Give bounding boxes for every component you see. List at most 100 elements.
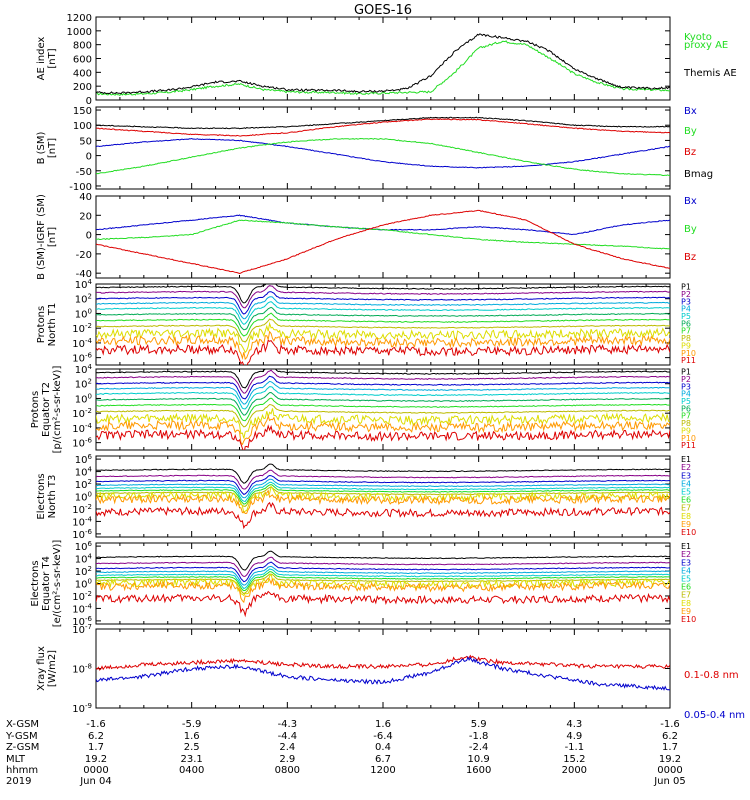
xaxis-value: 1.6 xyxy=(184,731,200,742)
panel-frame xyxy=(95,628,671,709)
channel-line-p5 xyxy=(96,386,670,410)
y-axis-label: ElectronsEquator T4[e/(cm²-s-sr-keV)] xyxy=(30,540,63,628)
channel-line-p7 xyxy=(96,312,670,337)
xaxis-value: 1600 xyxy=(466,765,491,776)
channel-line-p2 xyxy=(96,285,670,309)
xaxis-row-label: MLT xyxy=(6,754,26,765)
xaxis-value: 19.2 xyxy=(659,754,681,765)
plot-area xyxy=(96,550,670,618)
legend-0-05-0-4-nm: 0.05-0.4 nm xyxy=(684,710,745,721)
channel-line-e4 xyxy=(96,565,670,586)
y-tick-label: 20 xyxy=(79,211,92,222)
legend-p5: P5 xyxy=(681,397,691,406)
legend-e8: E8 xyxy=(681,512,691,521)
channel-line-p10 xyxy=(96,414,670,446)
legend-0-1-0-8-nm: 0.1-0.8 nm xyxy=(684,670,739,681)
channel-line-p4 xyxy=(96,296,670,320)
y-tick-label: 102 xyxy=(75,565,92,578)
xaxis-value: 0000 xyxy=(83,765,108,776)
legend-p8: P8 xyxy=(681,419,691,428)
plot-area xyxy=(96,209,670,275)
xaxis-value: 19.2 xyxy=(85,754,107,765)
plot-area xyxy=(96,33,670,97)
legend-p2: P2 xyxy=(681,375,691,384)
xaxis-value: -5.9 xyxy=(182,719,202,730)
plot-area xyxy=(96,284,670,365)
series-line-bx xyxy=(96,137,670,169)
legend-p1: P1 xyxy=(681,368,691,377)
y-tick-label: -40 xyxy=(76,269,92,280)
series-line-kyoto-proxy-ae xyxy=(96,40,670,97)
series-line-by xyxy=(96,219,670,250)
series-line-by xyxy=(96,137,670,177)
plot-area xyxy=(96,369,670,450)
channel-line-p9 xyxy=(96,321,670,354)
legend-bz: Bz xyxy=(684,252,696,263)
legend-e4: E4 xyxy=(681,479,691,488)
series-line-0-1-0-8-nm xyxy=(96,654,670,671)
legend-proxy-ae: proxy AE xyxy=(684,40,728,51)
channel-line-e9 xyxy=(96,577,670,604)
legend-p10: P10 xyxy=(681,434,696,443)
xaxis-value: -1.8 xyxy=(469,731,489,742)
legend-p3: P3 xyxy=(681,382,691,391)
y-tick-label: 106 xyxy=(75,540,93,553)
xaxis-row-label: Z-GSM xyxy=(6,742,39,753)
legend-p11: P11 xyxy=(681,356,696,365)
y-tick-label: 1200 xyxy=(67,13,92,24)
legend-bx: Bx xyxy=(684,106,697,117)
y-tick-label: 10-6 xyxy=(72,437,92,450)
xaxis-value: 23.1 xyxy=(181,754,203,765)
xaxis-value: 1.7 xyxy=(88,742,104,753)
panel-bsm: -100 -50 0 50 100 150 B (SM)[nT] Bx By Bz Bmag xyxy=(36,106,713,193)
legend-e5: E5 xyxy=(681,574,691,583)
y-tick-label: 106 xyxy=(75,453,93,466)
channel-line-e4 xyxy=(96,478,670,499)
channel-line-e10 xyxy=(96,501,670,530)
series-line-bz xyxy=(96,118,670,137)
legend-p6: P6 xyxy=(681,319,691,328)
channel-line-p7 xyxy=(96,397,670,422)
legend-themis-ae: Themis AE xyxy=(683,68,737,79)
xaxis-value: Jun 05 xyxy=(653,776,686,787)
xaxis-value: 0400 xyxy=(179,765,204,776)
legend-e2: E2 xyxy=(681,550,691,559)
xaxis-value: 2.5 xyxy=(184,742,200,753)
y-tick-label: 10-2 xyxy=(72,503,92,516)
channel-line-e2 xyxy=(96,469,670,490)
channel-line-e5 xyxy=(96,568,670,590)
xaxis-row-label: hhmm xyxy=(6,765,38,776)
x-axis-table: X-GSMY-GSMZ-GSMMLThhmm2019-1.66.21.719.2… xyxy=(5,719,686,787)
y-tick-label: 10-4 xyxy=(72,602,92,615)
y-tick-label: 100 xyxy=(75,578,92,591)
legend-e4: E4 xyxy=(681,566,691,575)
legend-p7: P7 xyxy=(681,327,691,336)
channel-line-p3 xyxy=(96,375,670,400)
y-tick-label: 400 xyxy=(73,68,92,79)
y-tick-label: 40 xyxy=(79,192,92,203)
xaxis-value: -4.4 xyxy=(278,731,298,742)
channel-line-p6 xyxy=(96,391,670,416)
y-tick-label: -20 xyxy=(76,250,92,261)
legend-e1: E1 xyxy=(681,542,691,551)
xaxis-value: 2.4 xyxy=(279,742,295,753)
legend-e9: E9 xyxy=(681,520,691,529)
legend-p6: P6 xyxy=(681,404,691,413)
legend-e10: E10 xyxy=(681,615,696,624)
legend-e3: E3 xyxy=(681,558,691,567)
xaxis-value: 6.2 xyxy=(662,731,678,742)
legend-by: By xyxy=(684,224,697,235)
y-tick-label: 10-6 xyxy=(72,528,92,541)
y-tick-label: 0 xyxy=(86,152,92,163)
y-tick-label: 100 xyxy=(75,307,92,320)
legend-p10: P10 xyxy=(681,349,696,358)
xaxis-value: 4.3 xyxy=(566,719,582,730)
y-tick-label: 10-2 xyxy=(72,590,92,603)
xaxis-value: 0800 xyxy=(275,765,300,776)
xaxis-value: 4.9 xyxy=(566,731,582,742)
channel-line-e7 xyxy=(96,573,670,595)
y-axis-label: B (SM)[nT] xyxy=(36,131,58,164)
